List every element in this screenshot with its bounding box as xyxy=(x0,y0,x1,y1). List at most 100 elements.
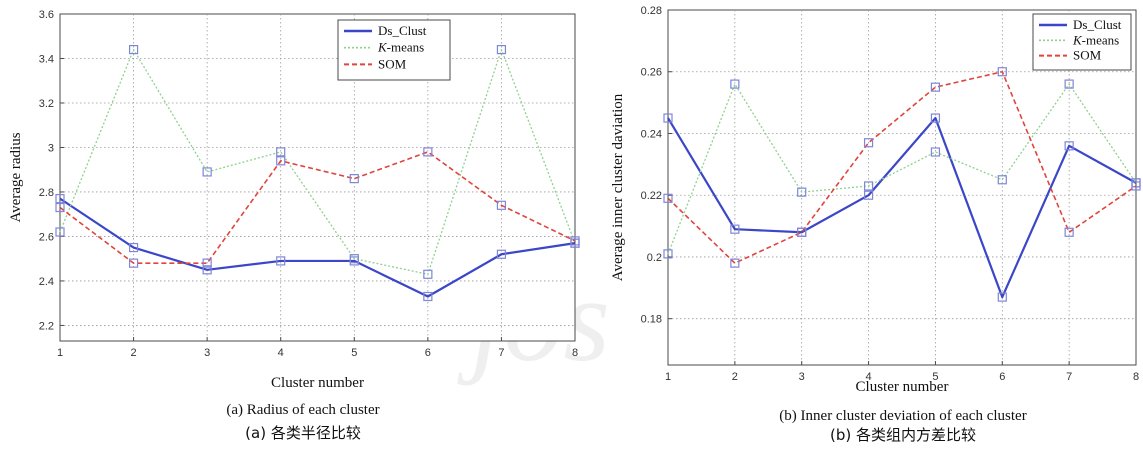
data-point-marker xyxy=(202,167,212,177)
data-point-marker xyxy=(276,156,286,166)
data-point-marker xyxy=(202,258,212,268)
plot-frame xyxy=(59,13,576,342)
data-point-marker xyxy=(663,249,673,259)
data-point-marker xyxy=(863,190,874,200)
legend-box xyxy=(1032,13,1132,71)
data-point-marker xyxy=(730,79,740,89)
x-tick-label: 5 xyxy=(351,347,357,359)
data-point-marker xyxy=(128,242,139,253)
y-tick-label: 0.18 xyxy=(641,314,662,326)
y-tick-label: 3.4 xyxy=(39,53,54,65)
y-tick-label: 2.8 xyxy=(39,187,54,199)
data-point-marker xyxy=(1064,227,1074,237)
data-point-marker xyxy=(997,67,1007,77)
chart-a-radius: 1 2 3 4 5 6 7 8 2.2 2.4 2.6 2.8 3 3.2 3.4 3.6 Ds_Clust K-… xyxy=(8,9,580,442)
legend-label-italic: K xyxy=(377,40,388,55)
y-tick-label: 0.26 xyxy=(641,67,662,79)
series-line-som xyxy=(59,151,576,264)
data-point-marker xyxy=(423,147,433,157)
caption-chinese: (b) 各类组内方差比较 xyxy=(830,426,976,444)
chart-b-deviation: 1 2 3 4 5 6 7 8 0.18 0.2 0.22 0.24 0.26 0.28 Ds_ClustK… xyxy=(610,5,1141,444)
legend-label: Ds_Clust xyxy=(378,23,427,38)
data-point-marker xyxy=(55,194,65,204)
y-tick-label: 3.2 xyxy=(39,98,54,110)
data-point-marker xyxy=(863,181,874,191)
x-tick-label: 8 xyxy=(1133,371,1139,383)
data-point-marker xyxy=(663,193,673,203)
data-point-marker xyxy=(202,265,212,275)
data-point-marker xyxy=(55,202,65,213)
x-tick-label: 3 xyxy=(204,347,210,359)
x-axis-title: Cluster number xyxy=(856,379,949,395)
data-point-marker xyxy=(663,113,673,123)
caption-english: (a) Radius of each cluster xyxy=(226,402,379,418)
data-point-marker xyxy=(496,249,507,259)
data-point-marker xyxy=(128,44,139,55)
data-point-marker xyxy=(496,44,507,55)
data-point-marker xyxy=(863,138,874,148)
x-tick-label: 7 xyxy=(498,347,504,359)
data-point-marker xyxy=(349,254,359,264)
data-point-marker xyxy=(730,224,740,234)
y-tick-label: 0.28 xyxy=(641,5,662,17)
legend-label-italic: K xyxy=(1072,32,1083,47)
data-point-marker xyxy=(997,175,1007,185)
x-axis-title: Cluster number xyxy=(271,375,364,391)
series-line-ds-clust xyxy=(667,116,1137,299)
legend-label-rest: -means xyxy=(387,40,425,55)
x-tick-label: 7 xyxy=(1066,371,1072,383)
series-line-ds-clust xyxy=(59,197,576,298)
data-point-marker xyxy=(570,236,580,246)
data-point-marker xyxy=(349,174,359,184)
data-point-marker xyxy=(730,258,740,268)
y-axis-title: Average radius xyxy=(8,132,24,222)
legend-label: K-means xyxy=(1072,32,1119,47)
data-point-marker xyxy=(797,227,807,237)
x-tick-label: 4 xyxy=(866,371,872,383)
series-line-k-means xyxy=(59,48,576,275)
caption-english: (b) Inner cluster deviation of each clus… xyxy=(779,408,1026,424)
y-tick-label: 3.6 xyxy=(39,9,54,21)
y-tick-label: 0.2 xyxy=(647,252,662,264)
data-point-marker xyxy=(930,82,941,92)
y-tick-label: 0.24 xyxy=(641,128,662,140)
data-point-marker xyxy=(496,200,507,210)
caption-chinese: (a) 各类半径比较 xyxy=(245,424,361,442)
x-tick-label: 3 xyxy=(799,371,805,383)
data-point-marker xyxy=(930,147,941,157)
x-tick-label: 1 xyxy=(665,371,671,383)
y-tick-label: 2.4 xyxy=(39,276,54,288)
data-point-marker xyxy=(997,292,1007,302)
y-tick-label: 2.6 xyxy=(39,231,54,243)
legend-label: SOM xyxy=(378,56,407,71)
x-tick-label: 4 xyxy=(278,347,284,359)
x-tick-label: 1 xyxy=(57,347,63,359)
data-point-marker xyxy=(423,291,433,302)
data-point-marker xyxy=(1131,181,1141,191)
y-tick-label: 0.22 xyxy=(641,190,662,202)
x-tick-label: 5 xyxy=(932,371,938,383)
legend-label: SOM xyxy=(1073,48,1102,63)
x-tick-label: 6 xyxy=(999,371,1005,383)
y-tick-label: 2.2 xyxy=(39,320,54,332)
data-point-marker xyxy=(930,113,941,123)
x-tick-label: 6 xyxy=(425,347,431,359)
series-line-som xyxy=(667,70,1137,264)
data-point-marker xyxy=(276,256,286,266)
data-point-marker xyxy=(55,227,65,237)
legend-label: Ds_Clust xyxy=(1073,17,1122,32)
x-tick-label: 2 xyxy=(732,371,738,383)
data-point-marker xyxy=(128,258,139,268)
legend-label-rest: -means xyxy=(1082,32,1120,47)
x-tick-label: 2 xyxy=(131,347,137,359)
x-tick-label: 8 xyxy=(572,347,578,359)
data-point-marker xyxy=(1064,79,1074,89)
y-tick-label: 3 xyxy=(48,142,54,154)
y-axis-title: Average inner cluster daviation xyxy=(610,93,626,281)
series-line-k-means xyxy=(667,83,1137,255)
data-point-marker xyxy=(276,147,286,157)
data-point-marker xyxy=(797,187,807,197)
data-point-marker xyxy=(1064,141,1074,151)
legend-label: K-means xyxy=(377,40,424,55)
